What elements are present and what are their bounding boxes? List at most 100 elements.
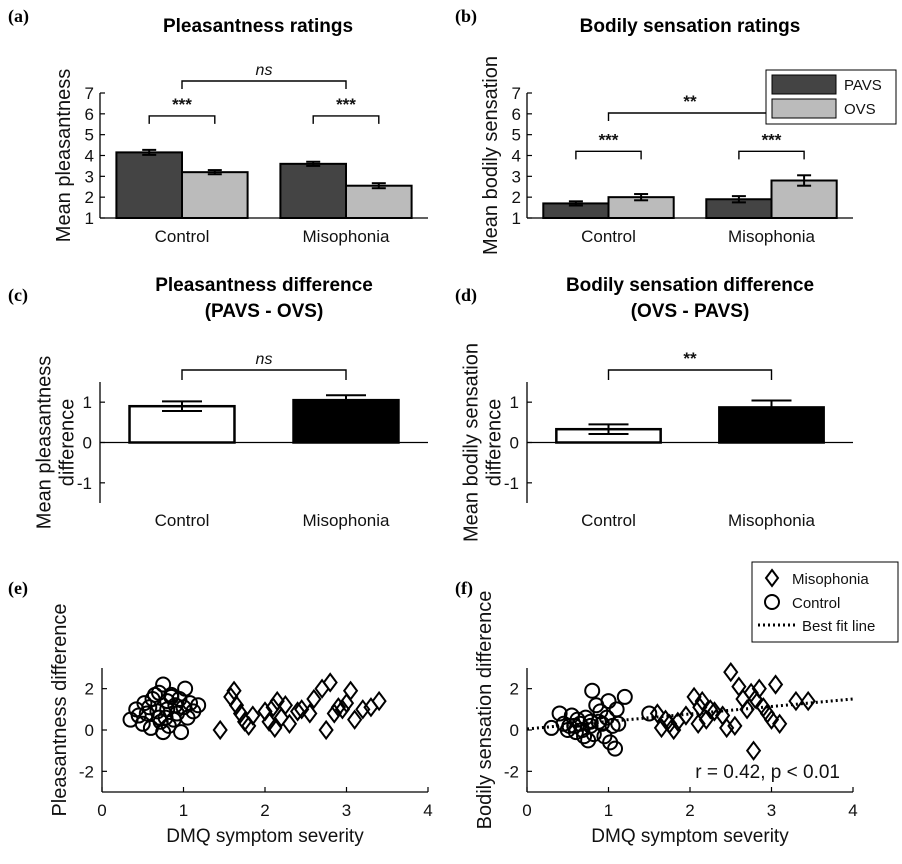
data-point-control	[134, 715, 151, 732]
y-axis-label-line-2: difference	[57, 399, 79, 486]
within-group-2-label: ***	[336, 95, 356, 114]
data-point-control	[582, 717, 599, 734]
y-tick-label: 4	[85, 147, 94, 166]
y-tick-label: 1	[512, 209, 521, 228]
data-point-misophonia	[692, 697, 708, 718]
between-group-bracket	[181, 369, 347, 380]
x-tick-label: 4	[423, 801, 432, 820]
chart-subtitle-d: (OVS - PAVS)	[631, 301, 750, 322]
data-point-misophonia	[727, 715, 743, 737]
data-point-control	[616, 688, 633, 705]
chart-e: 0 1 2 3 4 2 0 -2 DMQ symptom severity Pleasantnes…	[49, 603, 433, 847]
data-point-misophonia	[342, 680, 359, 701]
y-tick-label: 0	[510, 434, 519, 453]
y-axis-label-line-2: difference	[484, 399, 506, 486]
legend-label: OVS	[844, 101, 876, 118]
y-axis-label: Mean pleasantness	[53, 69, 75, 242]
bar	[115, 151, 183, 219]
data-point-misophonia	[690, 713, 706, 734]
x-axis-label: DMQ symptom severity	[591, 826, 789, 847]
data-point-misophonia	[269, 690, 285, 712]
x-tick-label: Control	[155, 227, 210, 246]
panel-label-c: (c)	[8, 285, 28, 306]
data-point-misophonia	[788, 690, 804, 712]
legend-label-misophonia: Misophonia	[792, 571, 869, 588]
y-tick-label: 2	[85, 188, 94, 207]
data-point-control	[173, 724, 190, 741]
y-tick-label: -1	[77, 474, 92, 493]
chart-title-a: Pleasantness ratings	[163, 16, 353, 37]
data-point-misophonia	[678, 705, 694, 726]
data-point-control	[190, 697, 207, 714]
data-point-misophonia	[294, 699, 310, 720]
within-group-2-bracket	[312, 115, 380, 124]
y-tick-label: 1	[83, 393, 92, 412]
data-point-misophonia	[245, 705, 261, 726]
data-point-misophonia	[318, 719, 334, 741]
data-point-misophonia	[649, 703, 666, 724]
y-axis-label: Mean bodily sensation	[480, 56, 502, 255]
x-tick-label: Misophonia	[728, 227, 815, 246]
data-point-control	[607, 740, 624, 757]
data-point-misophonia	[289, 701, 306, 722]
bar	[279, 162, 347, 219]
chart-title-b: Bodily sensation ratings	[580, 16, 801, 37]
data-point-misophonia	[326, 703, 342, 724]
y-tick-label: -2	[79, 762, 94, 781]
data-point-misophonia	[277, 695, 293, 716]
data-point-misophonia	[767, 674, 784, 695]
y-tick-label: 0	[510, 721, 519, 740]
y-tick-label: 1	[510, 393, 519, 412]
between-group-label: **	[683, 349, 697, 368]
within-group-2-bracket	[738, 150, 805, 160]
data-point-misophonia	[653, 717, 670, 739]
correlation-annotation: r = 0.42, p < 0.01	[695, 762, 840, 783]
between-group-label: ns	[256, 62, 273, 79]
data-point-misophonia	[281, 713, 298, 734]
data-point-misophonia	[371, 690, 387, 712]
y-tick-label: 3	[85, 167, 94, 186]
data-point-misophonia	[232, 703, 249, 724]
y-tick-label: 1	[85, 209, 94, 228]
data-point-control	[610, 715, 627, 732]
x-tick-label: 2	[260, 801, 269, 820]
between-group-label: ns	[256, 351, 273, 368]
data-point-misophonia	[706, 701, 723, 722]
within-group-1-bracket	[148, 115, 216, 124]
data-point-misophonia	[702, 699, 718, 720]
legend-marker-misophonia	[764, 568, 780, 588]
within-group-1-bracket	[575, 150, 642, 160]
data-point-misophonia	[330, 697, 346, 718]
y-tick-label: 6	[85, 105, 94, 124]
chart-subtitle-c: (PAVS - OVS)	[205, 301, 324, 322]
y-tick-label: 0	[83, 434, 92, 453]
data-point-misophonia	[694, 690, 710, 712]
panel-label-b: (b)	[455, 6, 477, 27]
data-point-misophonia	[347, 709, 363, 730]
chart-a: 1 2 34 5 6 7 Mean pleasantness Control Misophoni…	[53, 62, 428, 246]
between-group-bracket	[607, 112, 773, 121]
y-tick-label: -2	[504, 762, 519, 781]
x-tick-label: 3	[767, 801, 776, 820]
data-point-misophonia	[355, 699, 371, 720]
data-point-misophonia	[763, 709, 780, 730]
y-tick-label: 6	[512, 105, 521, 124]
legend-label: PAVS	[844, 77, 882, 94]
data-point-misophonia	[745, 740, 762, 761]
data-point-control	[584, 682, 601, 699]
x-tick-label: Misophonia	[728, 511, 815, 530]
y-tick-label: 5	[85, 126, 94, 145]
y-axis-label: Bodily sensation difference	[474, 591, 496, 830]
within-group-2-label: ***	[762, 130, 782, 149]
y-tick-label: 7	[512, 84, 521, 103]
panel-label-f: (f)	[455, 578, 473, 599]
data-point-control	[608, 701, 625, 718]
data-point-misophonia	[322, 672, 338, 693]
y-tick-label: -1	[504, 474, 519, 493]
data-point-misophonia	[739, 699, 755, 720]
chart-b: 1 2 34 5 6 7 Mean bodily sensation Control Misop…	[480, 56, 897, 255]
bar	[292, 398, 400, 444]
data-point-misophonia	[302, 703, 318, 724]
y-tick-label: 2	[85, 680, 94, 699]
